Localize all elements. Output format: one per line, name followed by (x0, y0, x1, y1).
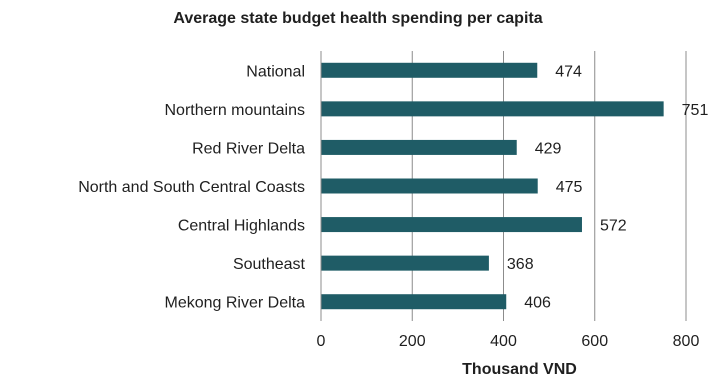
chart-title: Average state budget health spending per… (173, 10, 543, 27)
data-label: 429 (535, 140, 562, 157)
category-label: Central Highlands (178, 218, 305, 235)
data-label: 572 (600, 218, 627, 235)
bar (321, 294, 507, 310)
category-label: National (246, 63, 305, 80)
x-tick-label: 600 (581, 333, 608, 350)
data-label: 475 (556, 179, 583, 196)
x-tick-label: 800 (673, 333, 700, 350)
bar (321, 101, 664, 117)
data-label: 474 (555, 63, 582, 80)
bar (321, 255, 489, 271)
data-label: 368 (507, 256, 534, 273)
bar (321, 139, 517, 155)
data-labels: 474 751 429 475 572 368 406 (507, 63, 709, 311)
category-label: Mekong River Delta (165, 295, 306, 312)
bar (321, 178, 538, 194)
bar (321, 62, 538, 78)
category-label: Northern mountains (164, 102, 305, 119)
x-tick-label: 0 (317, 333, 326, 350)
bar (321, 217, 582, 233)
category-label: Red River Delta (192, 140, 305, 157)
data-label: 751 (682, 102, 709, 119)
data-label: 406 (524, 295, 551, 312)
x-tick-labels: 0 200 400 600 800 (317, 333, 700, 350)
category-label: North and South Central Coasts (78, 179, 305, 196)
category-label: Southeast (233, 256, 306, 273)
bars (321, 62, 664, 310)
x-axis-title: Thousand VND (462, 361, 577, 378)
category-labels: National Northern mountains Red River Delt… (78, 63, 305, 311)
x-tick-label: 400 (490, 333, 517, 350)
x-tick-label: 200 (399, 333, 426, 350)
